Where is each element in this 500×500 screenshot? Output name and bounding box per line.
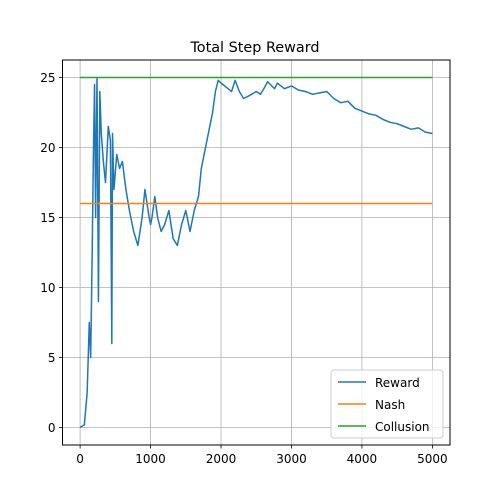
- legend-label-collusion: Collusion: [375, 420, 430, 434]
- grid-lines: [62, 60, 450, 445]
- plot-area-frame: [62, 59, 451, 446]
- y-tick-label: 10: [40, 281, 55, 295]
- y-tick-label: 25: [40, 71, 55, 85]
- x-tick-label: 1000: [135, 452, 166, 466]
- legend-label-reward: Reward: [375, 376, 420, 390]
- legend: Reward Nash Collusion: [330, 369, 444, 439]
- legend-box: [330, 369, 444, 439]
- x-tick-label: 0: [76, 452, 84, 466]
- x-tick-label: 3000: [276, 452, 307, 466]
- y-tick-label: 20: [40, 141, 55, 155]
- x-tick-label: 5000: [417, 452, 448, 466]
- y-axis-ticks: 0 5 10 15 20 25: [40, 71, 63, 435]
- legend-label-nash: Nash: [375, 398, 405, 412]
- x-tick-label: 2000: [206, 452, 237, 466]
- series-lines: [79, 76, 433, 429]
- y-tick-label: 0: [48, 421, 56, 435]
- chart-title: Total Step Reward: [189, 40, 319, 56]
- y-tick-label: 5: [48, 351, 56, 365]
- x-tick-label: 4000: [347, 452, 378, 466]
- y-tick-label: 15: [40, 211, 55, 225]
- x-axis-ticks: 0 1000 2000 3000 4000 5000: [76, 445, 448, 466]
